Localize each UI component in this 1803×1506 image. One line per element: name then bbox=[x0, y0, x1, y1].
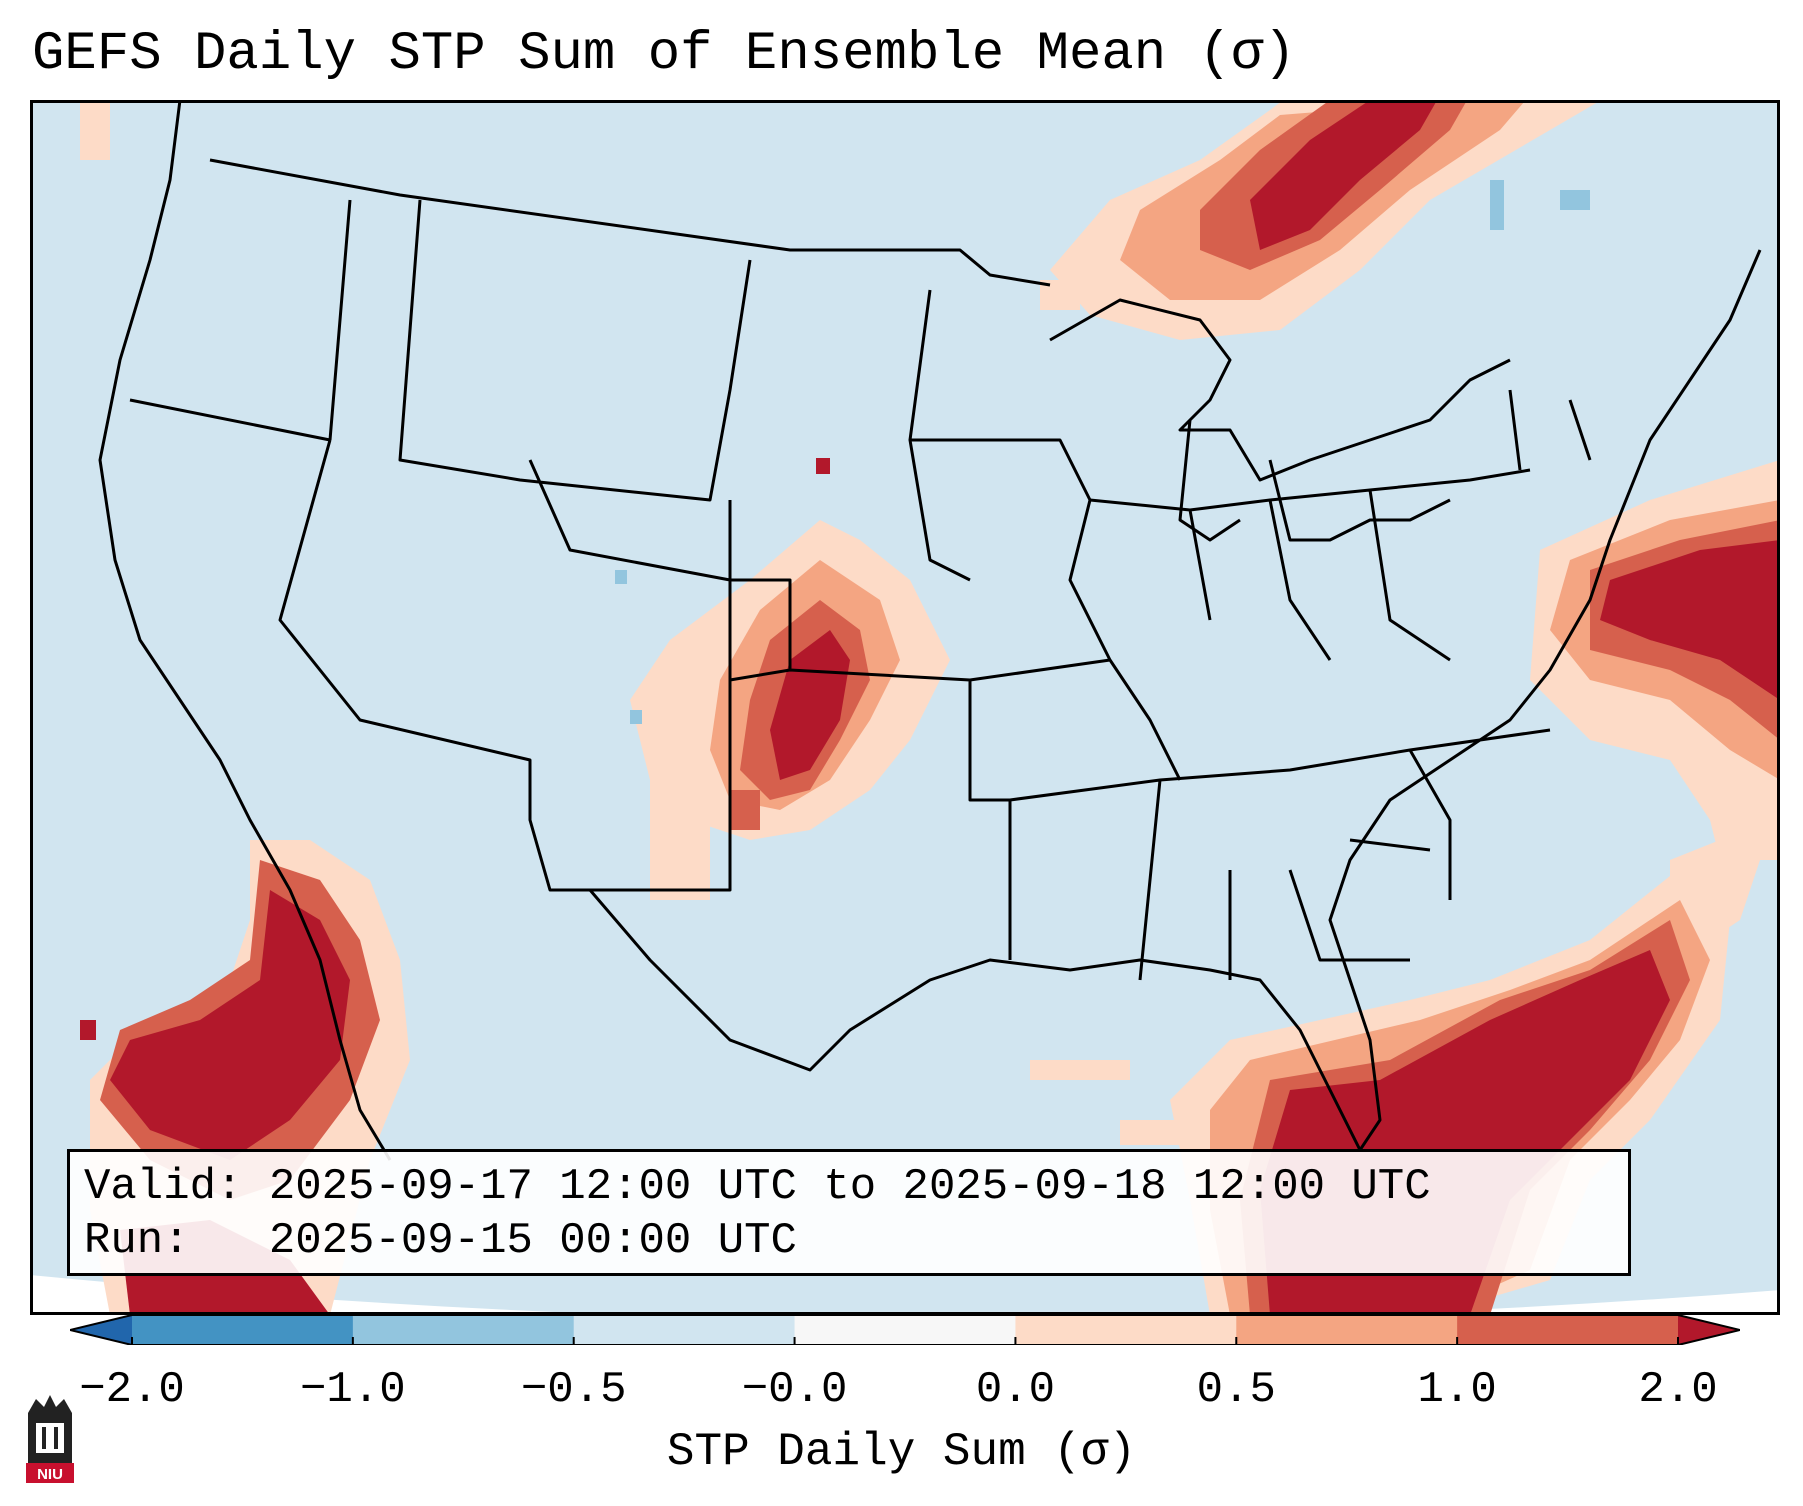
colorbar-tick-label: 0.0 bbox=[975, 1365, 1056, 1415]
valid-run-info-box: Valid: 2025-09-17 12:00 UTC to 2025-09-1… bbox=[67, 1149, 1631, 1276]
anomaly-great-lakes bbox=[1040, 100, 1602, 340]
colorbar-segment bbox=[1015, 1315, 1237, 1345]
map-title: GEFS Daily STP Sum of Ensemble Mean (σ) bbox=[32, 24, 1296, 85]
boundaries bbox=[98, 100, 1762, 1161]
colorbar-segment bbox=[1457, 1315, 1679, 1345]
colorbar-segment bbox=[132, 1315, 354, 1345]
valid-time-text: Valid: 2025-09-17 12:00 UTC to 2025-09-1… bbox=[84, 1162, 1431, 1212]
colorbar-tick-label: 2.0 bbox=[1638, 1365, 1718, 1415]
run-time-text: Run: 2025-09-15 00:00 UTC bbox=[84, 1216, 797, 1266]
anomaly-central-plains bbox=[615, 458, 950, 900]
niu-logo: NIU bbox=[26, 1395, 74, 1483]
colorbar-tick-label: −0.0 bbox=[741, 1365, 848, 1415]
colorbar-ticks: −2.0 −1.0 −0.5 −0.0 0.0 0.5 1.0 2.0 bbox=[0, 1365, 1803, 1425]
colorbar-tick-label: −2.0 bbox=[79, 1365, 185, 1415]
canada-border bbox=[209, 158, 1051, 287]
colorbar-segment bbox=[794, 1315, 1016, 1345]
colorbar-extend-high bbox=[1678, 1315, 1740, 1345]
colorbar-tick-label: 1.0 bbox=[1417, 1365, 1497, 1415]
colorbar-tick-label: −0.5 bbox=[520, 1365, 627, 1415]
colorbar-tick-label: 0.5 bbox=[1196, 1365, 1276, 1415]
colorbar bbox=[70, 1315, 1740, 1345]
west-coast bbox=[98, 100, 392, 1161]
anomaly-atlantic bbox=[1530, 460, 1780, 940]
niu-logo-text: NIU bbox=[37, 1466, 63, 1483]
colorbar-label: STP Daily Sum (σ) bbox=[666, 1426, 1137, 1478]
colorbar-extend-low bbox=[70, 1315, 132, 1345]
colorbar-segment bbox=[573, 1315, 796, 1345]
colorbar-segment bbox=[1236, 1315, 1458, 1345]
colorbar-tick-label: −1.0 bbox=[300, 1365, 406, 1415]
gulf-coast bbox=[588, 249, 1762, 1152]
stp-map bbox=[30, 100, 1780, 1315]
colorbar-segment bbox=[352, 1315, 575, 1345]
